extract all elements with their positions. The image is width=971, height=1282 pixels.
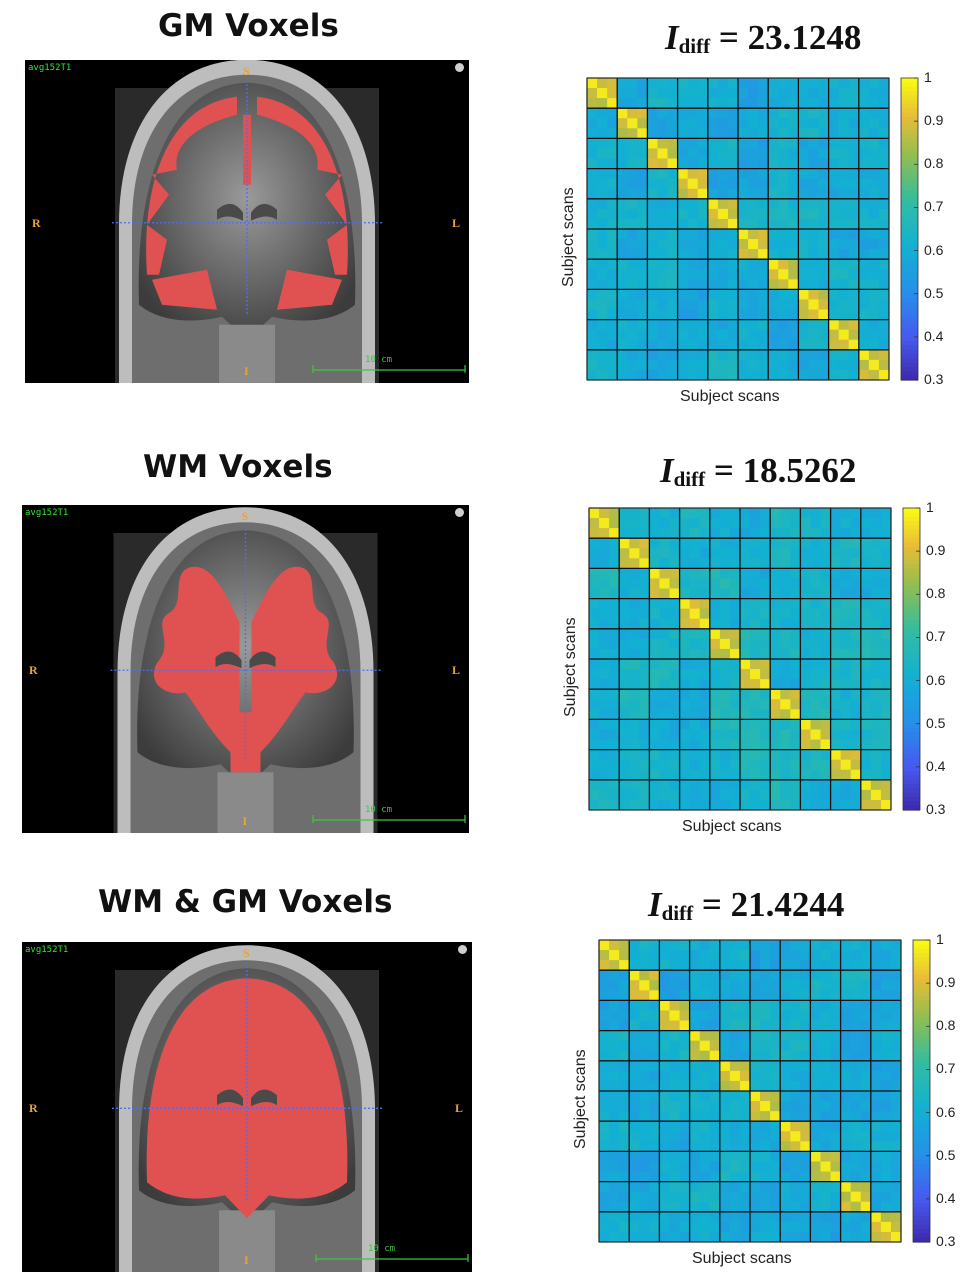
ventricle-left (217, 203, 243, 221)
idiff-subscript: diff (661, 901, 694, 925)
idiff-equals: = (710, 18, 748, 57)
heatmap-frame (598, 939, 902, 1243)
colorbar-tick-label: 1 (924, 69, 932, 85)
colorbar-tick-label: 0.3 (936, 1233, 956, 1249)
y-axis-label: Subject scans (560, 187, 577, 287)
idiff-subscript: diff (678, 34, 711, 58)
ventricle-left (217, 1089, 243, 1107)
colorbar-tick-label: 0.4 (926, 757, 946, 774)
orientation-right: R (32, 215, 41, 230)
colorbar-tick-label: 0.9 (936, 974, 956, 991)
brainstem (219, 1210, 275, 1272)
y-axis-label: Subject scans (572, 1049, 589, 1149)
similarity-heatmap-wm-gm: 1 0.9 0.8 0.7 0.6 0.5 0.4 0.3 Subject scans Subje… (572, 931, 970, 1272)
orientation-right: R (29, 663, 38, 678)
template-label: avg152T1 (25, 508, 69, 518)
idiff-gm: Idiff = 23.1248 (665, 18, 861, 59)
ventricle-right (251, 203, 277, 221)
heatmap-matrix (587, 78, 890, 381)
brainstem (219, 324, 275, 383)
mri-viewer-wm[interactable]: avg152T1 S I R L 10 cm (22, 505, 469, 833)
idiff-wm-gm: Idiff = 21.4244 (648, 885, 844, 926)
ventricle-left (215, 651, 242, 669)
idiff-subscript: diff (673, 467, 706, 491)
heatmap-matrix (589, 508, 892, 811)
wm-voxels-title: WM Voxels (143, 449, 333, 485)
colorbar-tick-label: 0.7 (924, 198, 944, 215)
ventricle-right (249, 651, 276, 669)
heatmap-matrix (599, 940, 902, 1243)
orientation-superior: S (243, 946, 250, 960)
colorbar-tick-label: 0.3 (924, 371, 944, 387)
tissue-mask (153, 566, 338, 773)
orientation-left: L (452, 663, 461, 678)
orientation-superior: S (241, 509, 249, 523)
colorbar-tick-label: 0.5 (926, 714, 946, 731)
orientation-inferior: I (242, 814, 248, 828)
scale-bar-label: 10 cm (365, 355, 393, 365)
colorbar-tick-label: 0.8 (936, 1017, 956, 1034)
idiff-wm: Idiff = 18.5262 (660, 451, 856, 492)
colorbar-tick-label: 0.9 (924, 112, 944, 129)
y-axis-label: Subject scans (562, 617, 579, 717)
wm-gm-voxels-title: WM & GM Voxels (98, 884, 393, 920)
idiff-equals: = (693, 885, 731, 924)
mri-viewer-wm-gm[interactable]: avg152T1 S I R L 10 cm (22, 942, 472, 1272)
colorbar-tick-label: 0.6 (936, 1103, 956, 1120)
colorbar-tick-label: 0.5 (936, 1146, 956, 1163)
colorbar-tick-label: 0.7 (936, 1060, 956, 1077)
heatmap-frame (588, 507, 892, 811)
orientation-left: L (455, 1101, 464, 1116)
colorbar-tick-label: 0.9 (926, 542, 946, 559)
colorbar-tick-label: 0.6 (924, 241, 944, 258)
colorbar-tick-label: 0.3 (926, 801, 946, 817)
close-icon[interactable] (455, 63, 464, 72)
colorbar-tick-label: 0.6 (926, 671, 946, 688)
colorbar-tick-label: 1 (936, 931, 944, 947)
orientation-inferior: I (244, 1253, 249, 1267)
brainstem (217, 772, 274, 833)
orientation-left: L (452, 215, 461, 230)
orientation-superior: S (243, 64, 250, 78)
idiff-equals: = (705, 451, 743, 490)
scale-bar-label: 10 cm (368, 1244, 396, 1254)
close-icon[interactable] (458, 945, 467, 954)
x-axis-label: Subject scans (680, 388, 780, 405)
idiff-value: 18.5262 (742, 451, 857, 490)
colorbar (900, 77, 919, 381)
similarity-heatmap-gm: 1 0.9 0.8 0.7 0.6 0.5 0.4 0.3 Subject scans Subje… (560, 69, 960, 410)
close-icon[interactable] (455, 508, 464, 517)
x-axis-label: Subject scans (682, 818, 782, 835)
orientation-inferior: I (244, 364, 249, 378)
ventricle-right (251, 1089, 277, 1107)
colorbar-tick-label: 0.4 (936, 1189, 956, 1206)
colorbar (902, 507, 921, 811)
scale-bar-label: 10 cm (365, 805, 393, 815)
idiff-value: 21.4244 (730, 885, 845, 924)
colorbar-tick-label: 0.7 (926, 628, 946, 645)
template-label: avg152T1 (28, 63, 72, 73)
idiff-symbol: I (660, 451, 674, 490)
colorbar-tick-label: 1 (926, 499, 934, 515)
orientation-right: R (29, 1101, 38, 1116)
similarity-heatmap-wm: 1 0.9 0.8 0.7 0.6 0.5 0.4 0.3 Subject scans Subje… (562, 499, 962, 840)
idiff-symbol: I (648, 885, 662, 924)
colorbar-tick-label: 0.4 (924, 327, 944, 344)
idiff-symbol: I (665, 18, 679, 57)
idiff-value: 23.1248 (747, 18, 862, 57)
colorbar-tick-label: 0.8 (926, 585, 946, 602)
template-label: avg152T1 (25, 945, 69, 955)
gm-voxels-title: GM Voxels (158, 8, 339, 44)
colorbar (912, 939, 931, 1243)
colorbar-tick-label: 0.5 (924, 284, 944, 301)
heatmap-frame (586, 77, 890, 381)
mri-viewer-gm[interactable]: avg152T1 S I R L 10 cm (25, 60, 469, 383)
x-axis-label: Subject scans (692, 1250, 792, 1267)
colorbar-tick-label: 0.8 (924, 155, 944, 172)
